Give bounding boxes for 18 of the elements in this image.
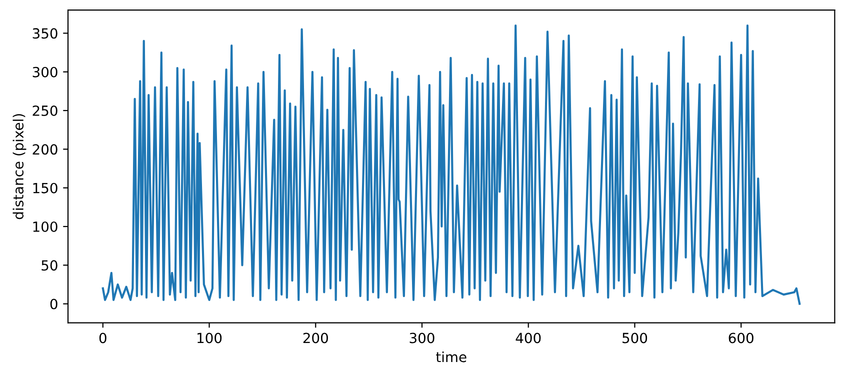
x-tick-label: 400 xyxy=(516,332,541,344)
x-tick-label: 100 xyxy=(198,332,222,344)
x-tick-label: 200 xyxy=(303,332,328,344)
y-tick-label: 0 xyxy=(50,298,58,310)
y-tick-label: 250 xyxy=(32,106,58,116)
y-axis-title: distance (pixel) xyxy=(12,114,26,220)
x-tick-label: 0 xyxy=(99,332,106,344)
y-tick-label: 50 xyxy=(42,260,58,271)
y-tick-label: 350 xyxy=(32,28,58,39)
x-tick-label: 300 xyxy=(410,332,434,344)
y-tick-label: 100 xyxy=(33,221,58,232)
y-tick-label: 200 xyxy=(32,144,58,155)
x-axis-title: time xyxy=(436,351,466,362)
line-series xyxy=(102,24,801,305)
y-tick-label: 300 xyxy=(32,66,58,78)
x-tick-label: 600 xyxy=(728,332,754,344)
x-tick-label: 500 xyxy=(622,332,648,344)
y-tick-label: 150 xyxy=(33,182,58,194)
